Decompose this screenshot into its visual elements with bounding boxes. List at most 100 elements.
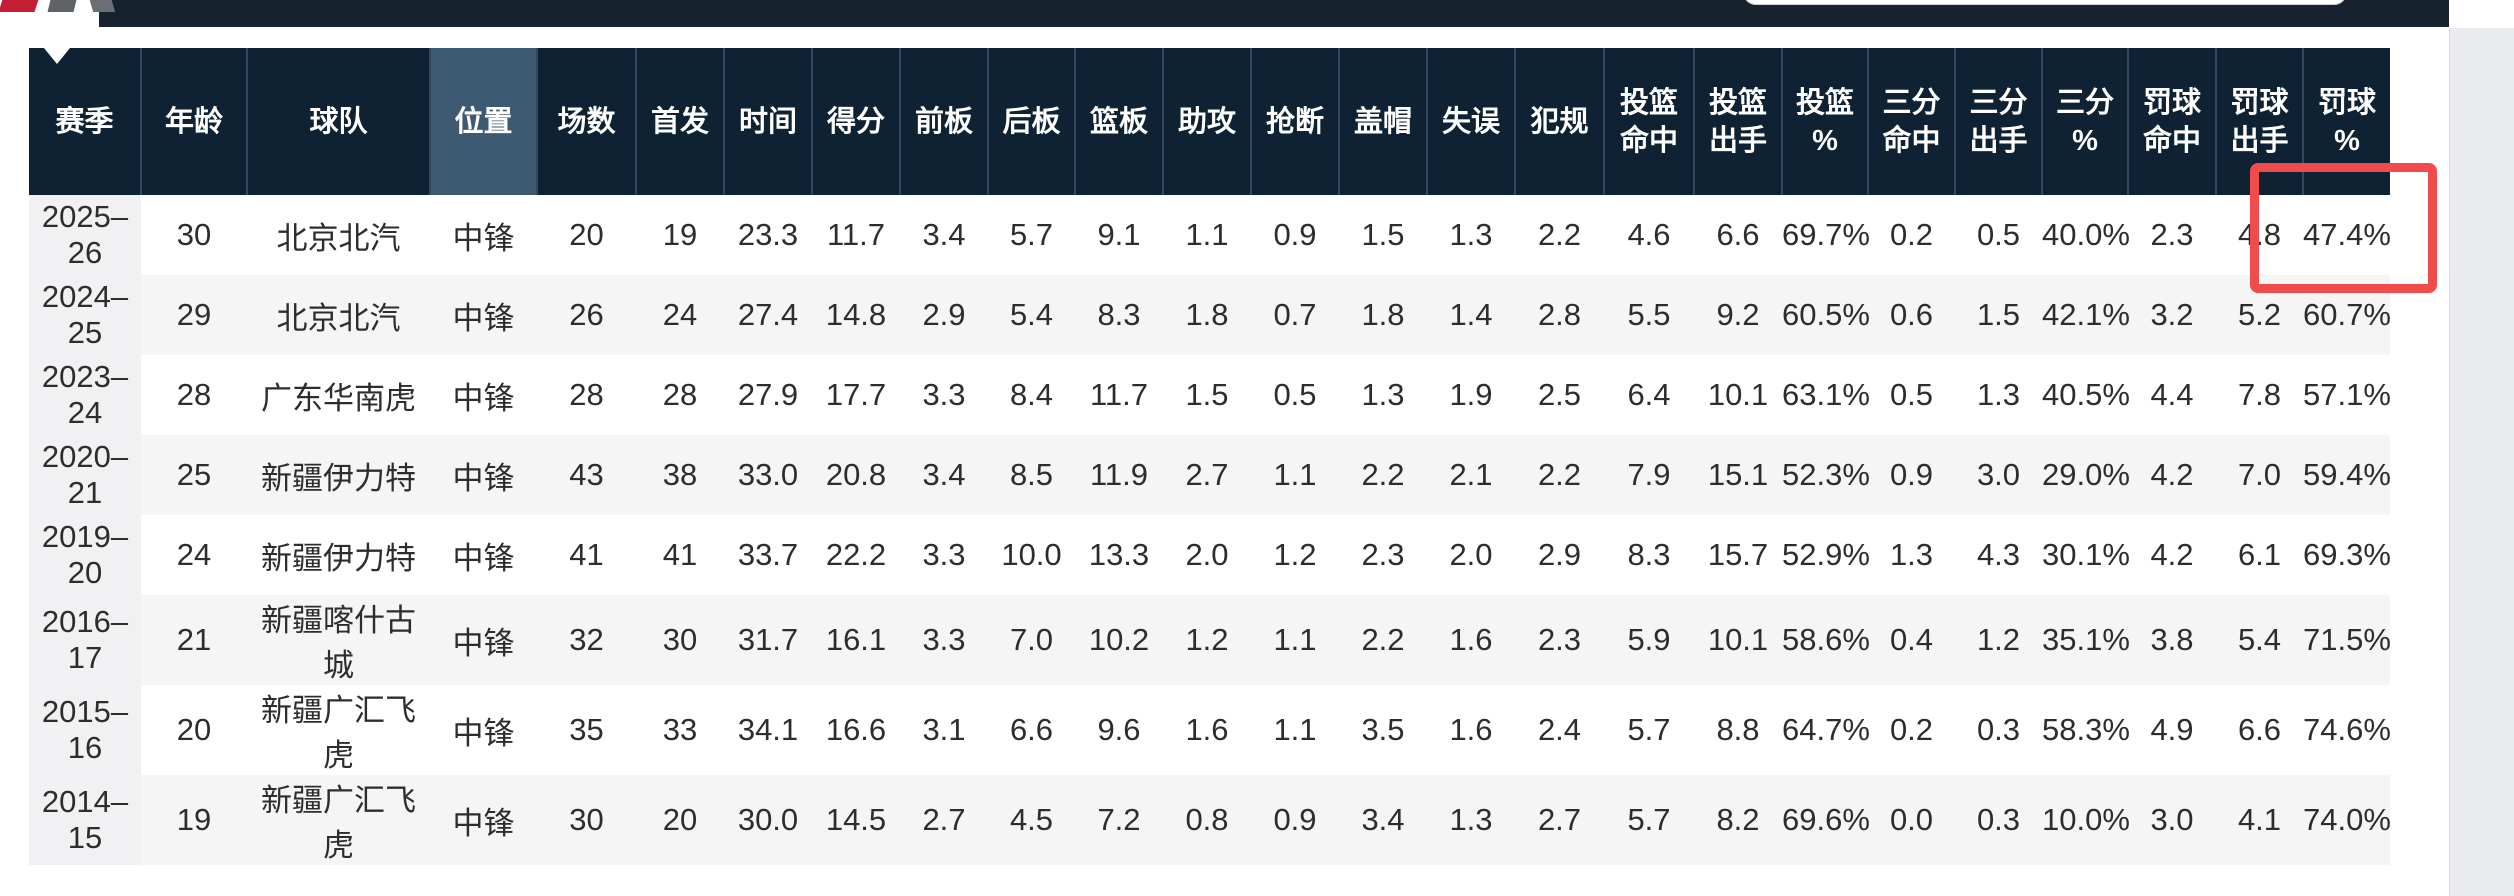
column-header-team[interactable]: 球队 <box>247 48 431 195</box>
cell-pf: 2.3 <box>1515 595 1604 685</box>
cell-team: 新疆广汇飞虎 <box>247 685 430 775</box>
cell-points: 22.2 <box>812 515 900 595</box>
cell-reb: 11.9 <box>1075 435 1163 515</box>
cell-starts: 41 <box>636 515 724 595</box>
cell-tov: 1.3 <box>1427 195 1515 275</box>
column-header-tp_pct[interactable]: 三分 % <box>2042 48 2129 195</box>
cell-fgm: 7.9 <box>1604 435 1694 515</box>
cell-fg_pct: 69.6% <box>1782 775 1870 865</box>
cell-oreb: 3.3 <box>900 355 988 435</box>
column-header-fg_pct[interactable]: 投篮 % <box>1782 48 1869 195</box>
cell-tov: 1.3 <box>1427 775 1515 865</box>
column-header-tpa[interactable]: 三分 出手 <box>1955 48 2043 195</box>
column-header-points[interactable]: 得分 <box>812 48 901 195</box>
cell-starts: 38 <box>636 435 724 515</box>
cell-fgm: 8.3 <box>1604 515 1694 595</box>
cell-oreb: 3.1 <box>900 685 988 775</box>
column-header-ftm[interactable]: 罚球 命中 <box>2128 48 2217 195</box>
cell-age: 28 <box>141 355 247 435</box>
cell-stl: 1.2 <box>1251 515 1339 595</box>
cell-games: 28 <box>537 355 636 435</box>
cell-tov: 1.9 <box>1427 355 1515 435</box>
cell-blk: 2.2 <box>1339 435 1427 515</box>
cell-fg_pct: 52.9% <box>1782 515 1870 595</box>
column-header-position[interactable]: 位置 <box>430 48 538 195</box>
cell-points: 16.1 <box>812 595 900 685</box>
column-header-starts[interactable]: 首发 <box>636 48 725 195</box>
column-header-stl[interactable]: 抢断 <box>1251 48 1340 195</box>
cell-position: 中锋 <box>430 355 537 435</box>
cell-games: 35 <box>537 685 636 775</box>
cell-ftm: 3.2 <box>2128 275 2216 355</box>
cell-position: 中锋 <box>430 435 537 515</box>
column-header-blk[interactable]: 盖帽 <box>1339 48 1428 195</box>
cell-fta: 6.6 <box>2216 685 2303 775</box>
cell-stl: 1.1 <box>1251 685 1339 775</box>
cell-position: 中锋 <box>430 195 537 275</box>
cell-tpm: 0.9 <box>1868 435 1955 515</box>
search-input[interactable] <box>1743 0 2347 5</box>
header-notch-icon <box>44 48 70 64</box>
table-row: 2020–21 25 新疆伊力特 中锋 43 38 33.0 20.8 3.4 8.5 11.9 2.… <box>29 435 2391 515</box>
cell-tpa: 3.0 <box>1955 435 2042 515</box>
cell-starts: 20 <box>636 775 724 865</box>
cell-ast: 0.8 <box>1163 775 1251 865</box>
cell-position: 中锋 <box>430 515 537 595</box>
column-header-season[interactable]: 赛季 <box>29 48 142 195</box>
cell-pf: 2.2 <box>1515 435 1604 515</box>
column-header-fgm[interactable]: 投篮 命中 <box>1604 48 1695 195</box>
cell-tpa: 0.3 <box>1955 775 2042 865</box>
site-logo[interactable] <box>0 0 122 12</box>
cell-ftm: 4.2 <box>2128 515 2216 595</box>
cell-season: 2024–25 <box>29 275 141 355</box>
cell-ftm: 2.3 <box>2128 195 2216 275</box>
cell-season: 2015–16 <box>29 685 141 775</box>
cell-ft_pct: 69.3% <box>2303 515 2391 595</box>
column-header-ast[interactable]: 助攻 <box>1163 48 1252 195</box>
cell-dreb: 8.5 <box>988 435 1075 515</box>
player-season-stats: 赛季 年龄 球队 位置 场数 首发 时间 得分 前板 后板 篮板 助攻 抢断 盖帽 失误 犯规 投篮 命中 投篮 … <box>29 48 2391 865</box>
column-header-age[interactable]: 年龄 <box>141 48 248 195</box>
cell-ft_pct: 59.4% <box>2303 435 2391 515</box>
table-row: 2019–20 24 新疆伊力特 中锋 41 41 33.7 22.2 3.3 10.0 13.3 2… <box>29 515 2391 595</box>
cell-tpa: 0.3 <box>1955 685 2042 775</box>
table-row: 2014–15 19 新疆广汇飞虎 中锋 30 20 30.0 14.5 2.7 4.5 7.2 0.… <box>29 775 2391 865</box>
column-header-tov[interactable]: 失误 <box>1427 48 1516 195</box>
cell-points: 20.8 <box>812 435 900 515</box>
cell-blk: 2.2 <box>1339 595 1427 685</box>
column-header-dreb[interactable]: 后板 <box>988 48 1076 195</box>
column-header-fga[interactable]: 投篮 出手 <box>1694 48 1783 195</box>
cell-reb: 9.1 <box>1075 195 1163 275</box>
cell-fgm: 5.5 <box>1604 275 1694 355</box>
cell-team: 新疆广汇飞虎 <box>247 775 430 865</box>
cell-tpa: 1.5 <box>1955 275 2042 355</box>
cell-reb: 11.7 <box>1075 355 1163 435</box>
cell-games: 30 <box>537 775 636 865</box>
column-header-reb[interactable]: 篮板 <box>1075 48 1164 195</box>
cell-oreb: 2.9 <box>900 275 988 355</box>
cell-fga: 6.6 <box>1694 195 1782 275</box>
table-row: 2025–26 30 北京北汽 中锋 20 19 23.3 11.7 3.4 5.7 9.1 1.1 0… <box>29 195 2391 275</box>
cell-ast: 2.7 <box>1163 435 1251 515</box>
cell-season: 2023–24 <box>29 355 141 435</box>
cell-ftm: 3.0 <box>2128 775 2216 865</box>
cell-stl: 1.1 <box>1251 595 1339 685</box>
cell-tpm: 0.4 <box>1868 595 1955 685</box>
column-header-oreb[interactable]: 前板 <box>900 48 989 195</box>
column-header-tpm[interactable]: 三分 命中 <box>1868 48 1956 195</box>
cell-tov: 2.0 <box>1427 515 1515 595</box>
column-header-minutes[interactable]: 时间 <box>724 48 813 195</box>
column-header-pf[interactable]: 犯规 <box>1515 48 1605 195</box>
cell-dreb: 7.0 <box>988 595 1075 685</box>
cell-fgm: 4.6 <box>1604 195 1694 275</box>
cell-position: 中锋 <box>430 685 537 775</box>
column-header-games[interactable]: 场数 <box>537 48 637 195</box>
table-row: 2015–16 20 新疆广汇飞虎 中锋 35 33 34.1 16.6 3.1 6.6 9.6 1.… <box>29 685 2391 775</box>
cell-oreb: 3.4 <box>900 195 988 275</box>
cell-starts: 24 <box>636 275 724 355</box>
cell-pf: 2.5 <box>1515 355 1604 435</box>
cell-fga: 15.7 <box>1694 515 1782 595</box>
logo-red-shape-icon <box>0 0 46 12</box>
cell-fg_pct: 64.7% <box>1782 685 1870 775</box>
page-gutter <box>2449 28 2514 896</box>
